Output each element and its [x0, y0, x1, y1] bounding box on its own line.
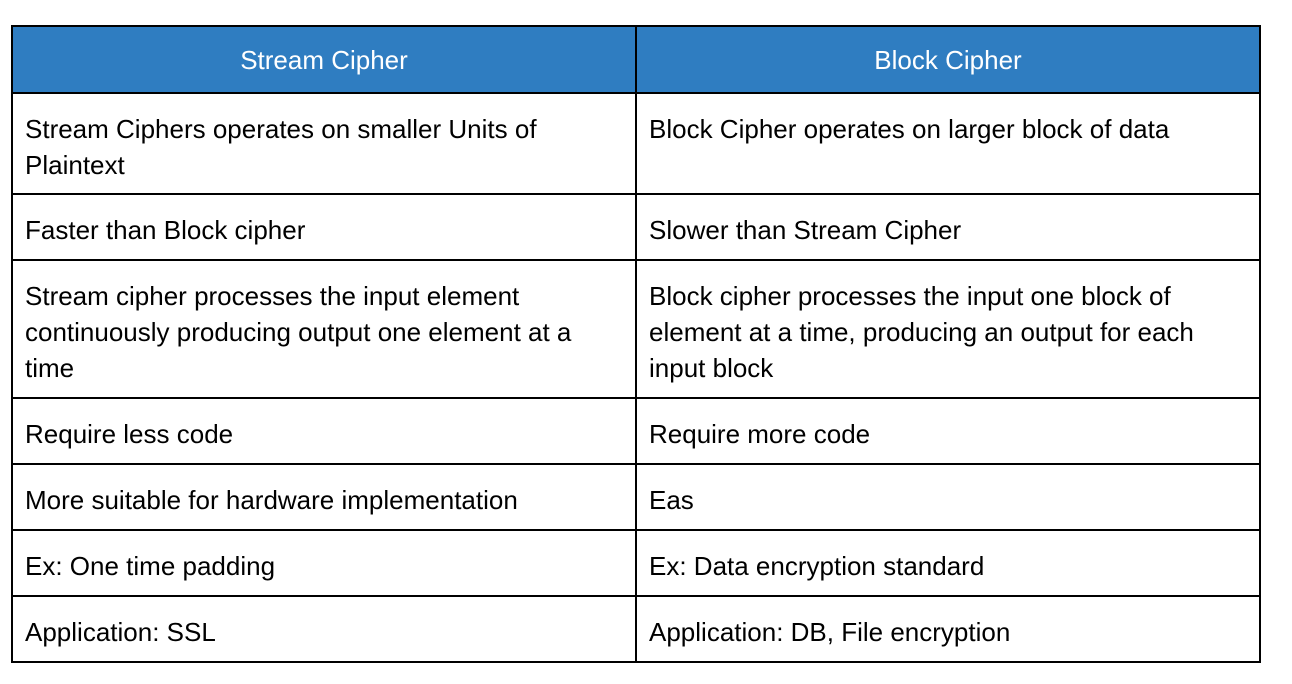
table-row: More suitable for hardware implementatio… — [11, 463, 1261, 531]
table-cell: Block Cipher operates on larger block of… — [635, 92, 1261, 195]
table-cell: Require more code — [635, 397, 1261, 465]
table-cell: Stream cipher processes the input elemen… — [11, 259, 637, 399]
header-row: Stream Cipher Block Cipher — [11, 25, 1261, 94]
table-cell: Require less code — [11, 397, 637, 465]
table-cell: Application: DB, File encryption — [635, 595, 1261, 663]
table-row: Application: SSL Application: DB, File en… — [11, 595, 1261, 663]
table-cell: Ex: One time padding — [11, 529, 637, 597]
table-cell: Slower than Stream Cipher — [635, 193, 1261, 261]
header-cell: Block Cipher — [635, 25, 1261, 94]
table-cell: Faster than Block cipher — [11, 193, 637, 261]
table-body: Stream Ciphers operates on smaller Units… — [11, 92, 1261, 663]
table-row: Ex: One time padding Ex: Data encryption … — [11, 529, 1261, 597]
table-cell: Ex: Data encryption standard — [635, 529, 1261, 597]
table-row: Faster than Block cipher Slower than Stre… — [11, 193, 1261, 261]
table-cell: More suitable for hardware implementatio… — [11, 463, 637, 531]
table-row: Require less code Require more code — [11, 397, 1261, 465]
table-cell: Application: SSL — [11, 595, 637, 663]
header-cell: Stream Cipher — [11, 25, 637, 94]
comparison-table: Stream Cipher Block Cipher Stream Cipher… — [11, 25, 1261, 663]
table-row: Stream Ciphers operates on smaller Units… — [11, 92, 1261, 195]
table-cell: Block cipher processes the input one blo… — [635, 259, 1261, 399]
table-cell: Eas — [635, 463, 1261, 531]
table-row: Stream cipher processes the input elemen… — [11, 259, 1261, 399]
table-cell: Stream Ciphers operates on smaller Units… — [11, 92, 637, 195]
